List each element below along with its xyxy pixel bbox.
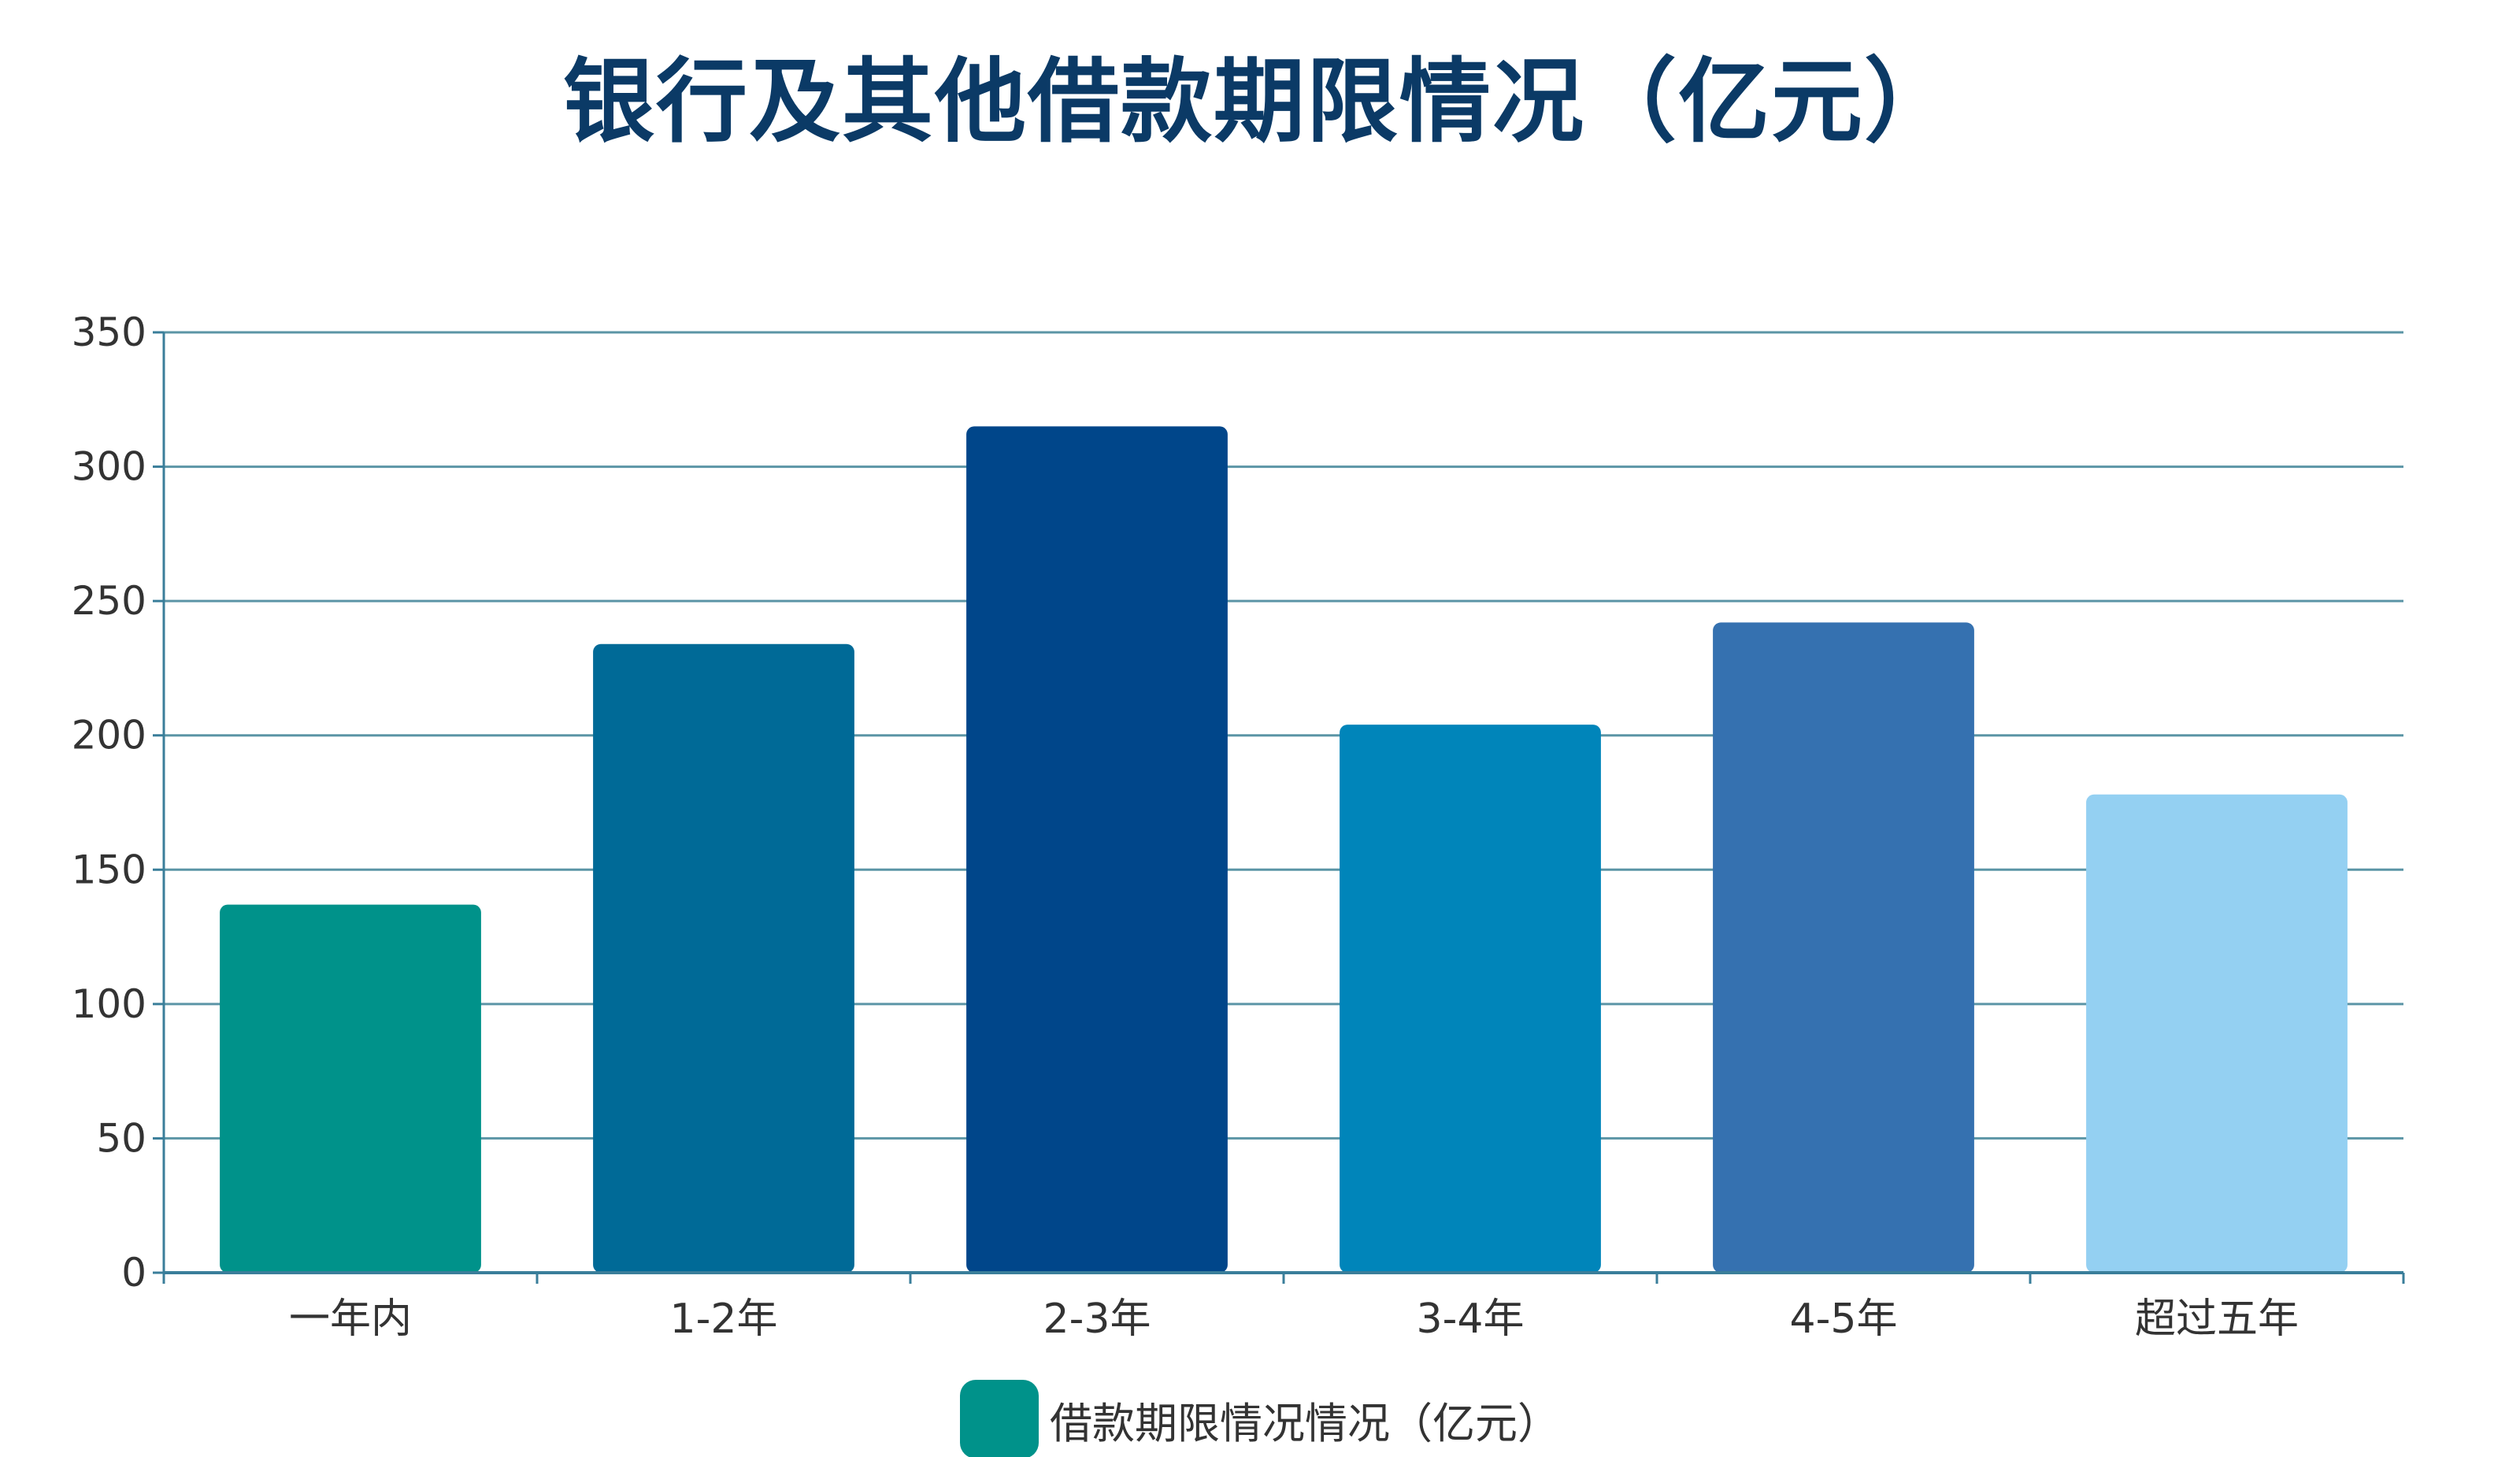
bar <box>1340 725 1601 1273</box>
bar <box>593 643 854 1273</box>
x-tick-label: 4-5年 <box>1790 1296 1898 1343</box>
axes <box>153 331 2405 1284</box>
x-tick-label: 超过五年 <box>2135 1296 2299 1343</box>
bar <box>2086 794 2348 1273</box>
legend-label: 借款期限情况情况（亿元） <box>1050 1398 1560 1448</box>
bar <box>1713 622 1974 1273</box>
legend-swatch <box>960 1380 1039 1457</box>
y-tick-label: 350 <box>72 310 146 355</box>
bar <box>966 426 1228 1273</box>
y-tick-labels: 0 50 100 150 200 250 300 350 <box>72 310 146 1296</box>
x-tick-label: 1-2年 <box>670 1296 778 1343</box>
x-tick-labels: 一年内 1-2年 2-3年 3-4年 4-5年 超过五年 <box>289 1296 2299 1343</box>
x-tick-label: 3-4年 <box>1417 1296 1525 1343</box>
y-tick-label: 100 <box>72 981 146 1027</box>
bar <box>220 904 481 1273</box>
bars <box>220 426 2348 1273</box>
y-tick-label: 250 <box>72 578 146 624</box>
legend: 借款期限情况情况（亿元） <box>0 1380 2520 1457</box>
x-tick-label: 2-3年 <box>1043 1296 1151 1343</box>
x-tick-label: 一年内 <box>289 1296 412 1343</box>
y-tick-label: 150 <box>72 847 146 892</box>
y-tick-label: 50 <box>96 1115 146 1161</box>
y-tick-label: 300 <box>72 444 146 490</box>
chart-title: 银行及其他借款期限情况（亿元） <box>563 49 1957 155</box>
y-tick-label: 200 <box>72 713 146 758</box>
y-tick-label: 0 <box>121 1250 146 1296</box>
gridlines <box>164 331 2403 1140</box>
